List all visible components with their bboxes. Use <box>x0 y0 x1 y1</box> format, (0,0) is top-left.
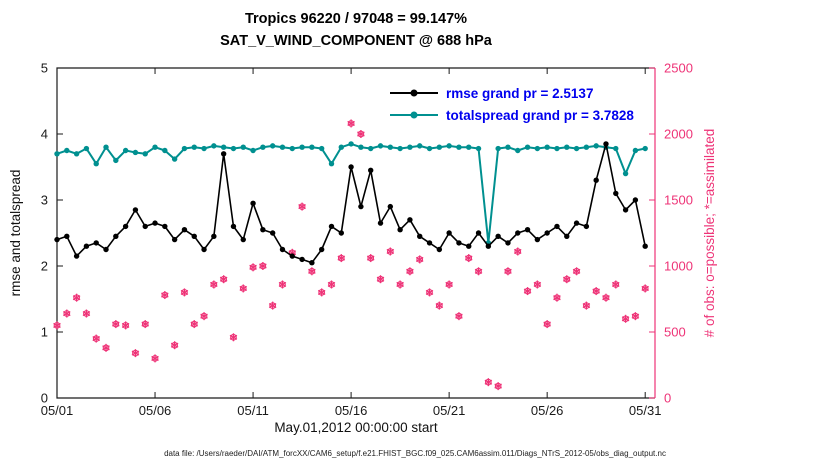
legend-label-rmse: rmse grand pr = 2.5137 <box>446 85 594 101</box>
legend-item-rmse: rmse grand pr = 2.5137 <box>388 82 634 104</box>
datafile-caption: data file: /Users/raeder/DAI/ATM_forcXX/… <box>164 449 666 458</box>
legend-item-totalspread: totalspread grand pr = 3.7828 <box>388 104 634 126</box>
x-axis-label: May.01,2012 00:00:00 start <box>274 420 438 435</box>
svg-text:1: 1 <box>41 325 48 340</box>
svg-text:2500: 2500 <box>664 61 693 76</box>
legend: rmse grand pr = 2.5137 totalspread grand… <box>388 82 634 126</box>
svg-text:05/31: 05/31 <box>629 403 662 418</box>
svg-text:05/26: 05/26 <box>531 403 564 418</box>
right-axis-label: # of obs: o=possible; *=assimilated <box>702 128 717 338</box>
svg-text:0: 0 <box>664 391 671 406</box>
svg-text:05/11: 05/11 <box>237 403 269 418</box>
svg-text:05/21: 05/21 <box>433 403 466 418</box>
svg-text:1000: 1000 <box>664 259 693 274</box>
svg-text:500: 500 <box>664 325 686 340</box>
svg-text:3: 3 <box>41 193 48 208</box>
chart-title: Tropics 96220 / 97048 = 99.147% <box>244 11 468 27</box>
left-axis-label: rmse and totalspread <box>8 169 23 297</box>
svg-text:05/01: 05/01 <box>41 403 74 418</box>
svg-text:1500: 1500 <box>664 193 693 208</box>
svg-text:4: 4 <box>41 127 48 142</box>
svg-text:05/06: 05/06 <box>139 403 172 418</box>
chart-subtitle: SAT_V_WIND_COMPONENT @ 688 hPa <box>220 33 492 49</box>
totalspread-line-swatch-icon <box>390 111 438 119</box>
svg-text:5: 5 <box>41 61 48 76</box>
svg-text:2: 2 <box>41 259 48 274</box>
legend-label-totalspread: totalspread grand pr = 3.7828 <box>446 107 634 123</box>
svg-text:0: 0 <box>41 391 48 406</box>
rmse-line-swatch-icon <box>390 89 438 97</box>
svg-text:2000: 2000 <box>664 127 693 142</box>
svg-text:05/16: 05/16 <box>335 403 368 418</box>
